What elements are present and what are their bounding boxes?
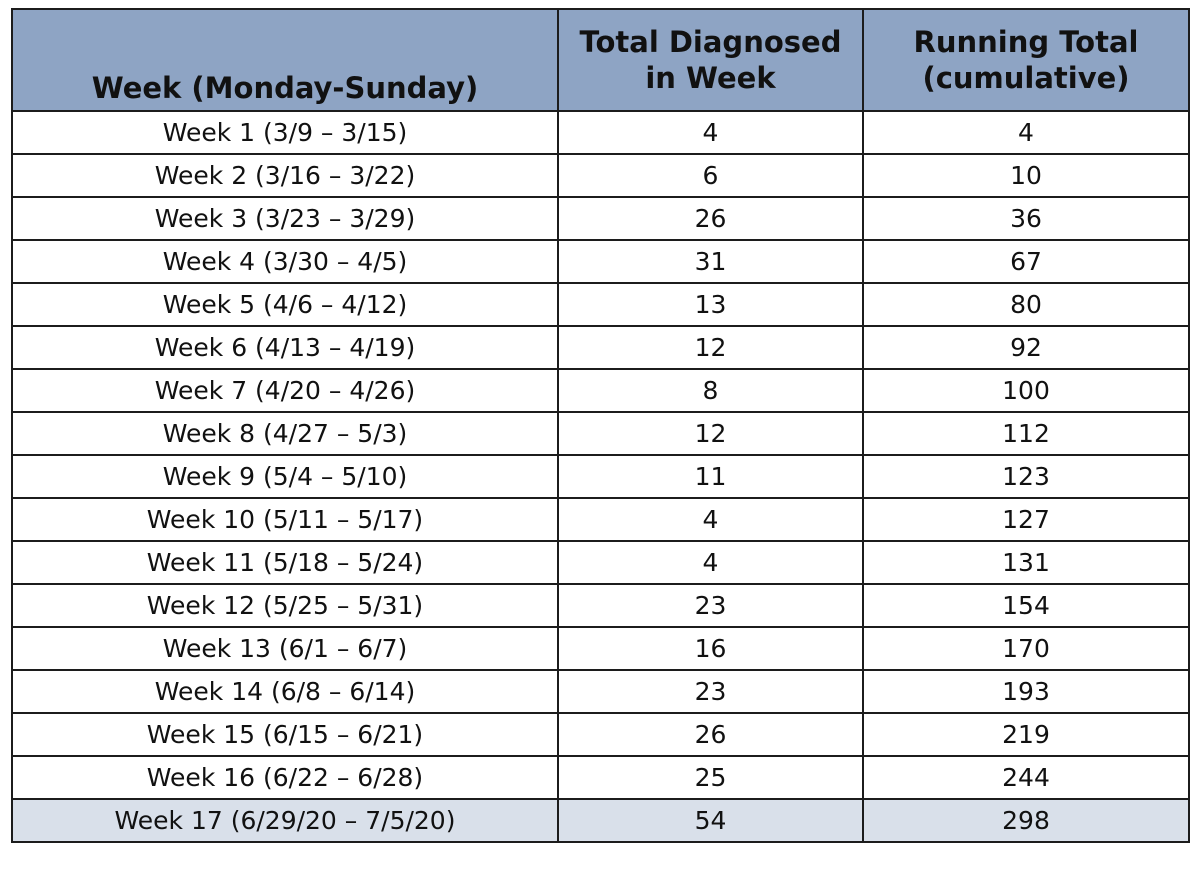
week-cell: Week 8 (4/27 – 5/3)	[11, 411, 559, 456]
running-total-cell: 170	[862, 626, 1190, 671]
table-row: Week 5 (4/6 – 4/12) 13 80	[11, 282, 1190, 327]
week-cell: Week 9 (5/4 – 5/10)	[11, 454, 559, 499]
week-cell: Week 3 (3/23 – 3/29)	[11, 196, 559, 241]
table-row: Week 9 (5/4 – 5/10) 11 123	[11, 454, 1190, 499]
week-cell: Week 5 (4/6 – 4/12)	[11, 282, 559, 327]
running-total-cell: 298	[862, 798, 1190, 843]
table-header: Week (Monday-Sunday) Total Diagnosed in …	[11, 8, 1190, 112]
week-cell: Week 10 (5/11 – 5/17)	[11, 497, 559, 542]
running-total-cell: 67	[862, 239, 1190, 284]
week-cell: Week 17 (6/29/20 – 7/5/20)	[11, 798, 559, 843]
total-diagnosed-cell: 8	[557, 368, 864, 413]
table-row: Week 17 (6/29/20 – 7/5/20) 54 298	[11, 798, 1190, 843]
header-week: Week (Monday-Sunday)	[11, 8, 559, 112]
total-diagnosed-cell: 26	[557, 712, 864, 757]
total-diagnosed-cell: 13	[557, 282, 864, 327]
total-diagnosed-cell: 26	[557, 196, 864, 241]
week-cell: Week 6 (4/13 – 4/19)	[11, 325, 559, 370]
total-diagnosed-cell: 25	[557, 755, 864, 800]
week-cell: Week 16 (6/22 – 6/28)	[11, 755, 559, 800]
running-total-cell: 112	[862, 411, 1190, 456]
week-cell: Week 14 (6/8 – 6/14)	[11, 669, 559, 714]
total-diagnosed-cell: 11	[557, 454, 864, 499]
header-total-line2: in Week	[645, 61, 776, 95]
week-cell: Week 15 (6/15 – 6/21)	[11, 712, 559, 757]
table-body: Week 1 (3/9 – 3/15) 4 4 Week 2 (3/16 – 3/22…	[11, 110, 1190, 843]
total-diagnosed-cell: 54	[557, 798, 864, 843]
table-row: Week 3 (3/23 – 3/29) 26 36	[11, 196, 1190, 241]
table-row: Week 6 (4/13 – 4/19) 12 92	[11, 325, 1190, 370]
running-total-cell: 10	[862, 153, 1190, 198]
header-running-line1: Running Total	[913, 25, 1139, 59]
running-total-cell: 154	[862, 583, 1190, 628]
running-total-cell: 244	[862, 755, 1190, 800]
table-row: Week 14 (6/8 – 6/14) 23 193	[11, 669, 1190, 714]
total-diagnosed-cell: 4	[557, 540, 864, 585]
running-total-cell: 92	[862, 325, 1190, 370]
total-diagnosed-cell: 23	[557, 583, 864, 628]
week-cell: Week 7 (4/20 – 4/26)	[11, 368, 559, 413]
running-total-cell: 219	[862, 712, 1190, 757]
week-cell: Week 13 (6/1 – 6/7)	[11, 626, 559, 671]
table-row: Week 1 (3/9 – 3/15) 4 4	[11, 110, 1190, 155]
running-total-cell: 193	[862, 669, 1190, 714]
table-row: Week 16 (6/22 – 6/28) 25 244	[11, 755, 1190, 800]
table-row: Week 13 (6/1 – 6/7) 16 170	[11, 626, 1190, 671]
total-diagnosed-cell: 23	[557, 669, 864, 714]
running-total-cell: 36	[862, 196, 1190, 241]
running-total-cell: 4	[862, 110, 1190, 155]
header-total-diagnosed: Total Diagnosed in Week	[557, 8, 864, 112]
header-total-line1: Total Diagnosed	[579, 25, 842, 59]
table-row: Week 2 (3/16 – 3/22) 6 10	[11, 153, 1190, 198]
header-row: Week (Monday-Sunday) Total Diagnosed in …	[11, 8, 1190, 112]
total-diagnosed-cell: 6	[557, 153, 864, 198]
header-running-line2: (cumulative)	[922, 61, 1130, 95]
table-row: Week 7 (4/20 – 4/26) 8 100	[11, 368, 1190, 413]
weekly-diagnosis-table: Week (Monday-Sunday) Total Diagnosed in …	[11, 8, 1190, 843]
running-total-cell: 131	[862, 540, 1190, 585]
total-diagnosed-cell: 12	[557, 411, 864, 456]
running-total-cell: 127	[862, 497, 1190, 542]
table-row: Week 12 (5/25 – 5/31) 23 154	[11, 583, 1190, 628]
total-diagnosed-cell: 4	[557, 110, 864, 155]
week-cell: Week 12 (5/25 – 5/31)	[11, 583, 559, 628]
total-diagnosed-cell: 12	[557, 325, 864, 370]
running-total-cell: 123	[862, 454, 1190, 499]
week-cell: Week 4 (3/30 – 4/5)	[11, 239, 559, 284]
total-diagnosed-cell: 16	[557, 626, 864, 671]
total-diagnosed-cell: 31	[557, 239, 864, 284]
table-row: Week 8 (4/27 – 5/3) 12 112	[11, 411, 1190, 456]
table-row: Week 4 (3/30 – 4/5) 31 67	[11, 239, 1190, 284]
week-cell: Week 1 (3/9 – 3/15)	[11, 110, 559, 155]
table-row: Week 11 (5/18 – 5/24) 4 131	[11, 540, 1190, 585]
table-row: Week 10 (5/11 – 5/17) 4 127	[11, 497, 1190, 542]
header-running-total: Running Total (cumulative)	[862, 8, 1190, 112]
week-cell: Week 11 (5/18 – 5/24)	[11, 540, 559, 585]
running-total-cell: 100	[862, 368, 1190, 413]
table-row: Week 15 (6/15 – 6/21) 26 219	[11, 712, 1190, 757]
total-diagnosed-cell: 4	[557, 497, 864, 542]
week-cell: Week 2 (3/16 – 3/22)	[11, 153, 559, 198]
running-total-cell: 80	[862, 282, 1190, 327]
